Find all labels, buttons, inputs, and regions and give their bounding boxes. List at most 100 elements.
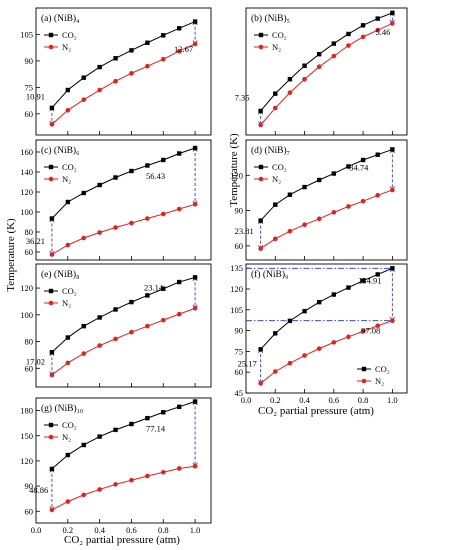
data-point-co2 (49, 466, 55, 472)
data-point-n2 (375, 192, 381, 198)
data-point-n2 (129, 477, 134, 483)
plot-frame (245, 263, 408, 394)
data-point-n2 (390, 187, 395, 193)
data-point-co2 (176, 279, 182, 285)
x-tick-label: 0.4 (299, 395, 310, 405)
data-point-co2 (192, 19, 198, 24)
legend-marker-n2 (48, 44, 54, 50)
data-point-n2 (302, 222, 307, 228)
series-line-co2 (51, 401, 196, 470)
data-point-co2 (113, 56, 118, 61)
data-point-n2 (287, 228, 293, 234)
data-point-co2 (360, 23, 366, 28)
data-point-n2 (176, 311, 182, 317)
y-tick-label: 80 (25, 227, 34, 237)
data-point-co2 (360, 157, 366, 163)
data-point-co2 (316, 51, 322, 57)
data-point-n2 (287, 90, 293, 95)
data-point-n2 (272, 236, 278, 242)
y-tick-label: 120 (20, 456, 33, 466)
data-point-co2 (375, 16, 380, 21)
legend-marker-co2 (258, 164, 264, 170)
legend-marker-co2 (48, 32, 54, 38)
annotation-value: 10.91 (26, 92, 45, 102)
data-point-n2 (81, 235, 87, 241)
data-point-co2 (331, 171, 337, 176)
data-point-n2 (346, 43, 351, 48)
data-point-co2 (97, 182, 102, 188)
annotation-value: 36.21 (26, 236, 45, 246)
data-point-n2 (113, 78, 118, 84)
data-point-n2 (331, 53, 337, 59)
x-tick-label: 1.0 (190, 525, 201, 535)
panel-title: (b) (NiB)₅ (251, 13, 290, 24)
data-point-co2 (129, 48, 134, 53)
x-tick-label: 0.0 (31, 525, 42, 535)
legend-marker-co2 (361, 366, 367, 372)
panel-3: 60 80 100 120 140 160 (c) (NiB)₆ CO₂ N₂ 36.21 56.4… (20, 139, 212, 261)
data-point-co2 (81, 442, 86, 448)
legend-label-n2: N₂ (62, 42, 71, 52)
legend-marker-n2 (258, 44, 264, 50)
y-tick-label: 105 (20, 29, 33, 39)
data-point-n2 (316, 64, 322, 69)
data-point-co2 (97, 315, 102, 320)
data-point-n2 (287, 360, 293, 366)
data-point-co2 (65, 335, 71, 340)
y-tick-label: 75 (235, 346, 244, 356)
data-point-co2 (113, 175, 118, 180)
data-point-n2 (97, 230, 102, 235)
data-point-co2 (316, 177, 322, 183)
x-tick-label: 0.6 (126, 525, 137, 535)
y-tick-label: 150 (20, 431, 33, 441)
data-point-n2 (258, 122, 263, 128)
data-point-n2 (302, 76, 307, 82)
legend-marker-co2 (48, 164, 54, 170)
data-point-co2 (390, 266, 395, 271)
series-line-n2 (51, 203, 196, 255)
y-tick-label: 90 (25, 56, 34, 66)
data-point-co2 (97, 434, 102, 439)
data-point-co2 (273, 331, 278, 336)
legend-label-n2: N₂ (375, 376, 384, 386)
data-point-co2 (258, 347, 263, 352)
legend-label-n2: N₂ (62, 174, 71, 184)
data-point-co2 (161, 286, 166, 291)
data-point-co2 (81, 190, 86, 196)
legend-label-co2: CO₂ (62, 162, 77, 172)
y-tick-label: 180 (20, 406, 33, 416)
data-point-co2 (346, 31, 351, 37)
plot-frame (35, 7, 212, 136)
x-tick-label: 0.2 (63, 525, 74, 535)
data-point-co2 (81, 323, 86, 329)
data-point-co2 (273, 91, 278, 96)
data-point-co2 (192, 145, 198, 151)
data-point-n2 (331, 340, 337, 345)
data-point-n2 (160, 317, 166, 323)
y-tick-label: 60 (25, 506, 34, 516)
data-point-n2 (81, 351, 87, 356)
x-tick-label: 0.4 (94, 525, 105, 535)
legend-label-n2: N₂ (62, 298, 71, 308)
y-axis-label-right: Temperature (K) (228, 133, 240, 207)
y-tick-label: 80 (25, 337, 34, 347)
data-point-co2 (145, 293, 150, 298)
y-tick-label: 140 (20, 167, 33, 177)
data-point-n2 (129, 220, 134, 226)
series-line-n2 (51, 465, 196, 511)
panel-title: (e) (NiB)₈ (41, 269, 79, 280)
legend-label-n2: N₂ (272, 42, 281, 52)
y-tick-label: 60 (25, 247, 34, 257)
data-point-co2 (331, 41, 337, 46)
data-point-n2 (258, 246, 263, 251)
annotation-value: 97.08 (361, 325, 380, 335)
data-point-co2 (176, 151, 182, 156)
data-point-n2 (375, 27, 381, 33)
data-point-n2 (49, 372, 55, 378)
data-point-co2 (258, 108, 263, 114)
y-tick-label: 120 (230, 284, 243, 294)
series-line-n2 (260, 189, 393, 250)
panel-title: (d) (NiB)₇ (251, 145, 290, 156)
data-point-co2 (145, 163, 150, 168)
data-point-co2 (161, 157, 166, 163)
